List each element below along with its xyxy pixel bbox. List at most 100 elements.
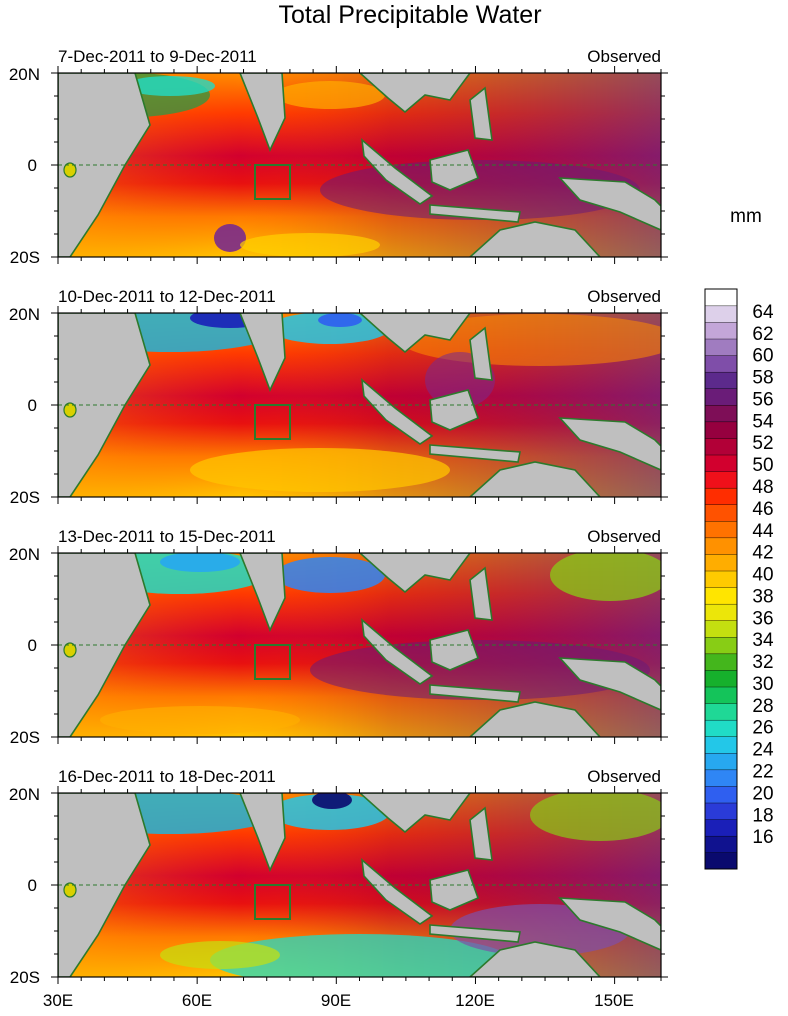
colorbar-segment: [704, 736, 738, 754]
colorbar-frame: [704, 288, 738, 870]
colorbar-segment: [704, 769, 738, 787]
colorbar-segment: [704, 636, 738, 655]
colorbar-segment: [704, 703, 738, 721]
y-tick-label: 20S: [10, 248, 40, 267]
colorbar-segment: [704, 835, 738, 853]
box-region: [254, 404, 291, 440]
colorbar-segment: [704, 653, 738, 671]
colorbar-label: 24: [752, 740, 774, 761]
y-tick-label: 0: [28, 396, 37, 415]
colorbar-label: 34: [752, 630, 774, 651]
x-tick-label: 120E: [455, 991, 495, 1010]
colorbar-label: 16: [752, 827, 773, 848]
colorbar-segment: [704, 504, 738, 522]
box-region: [254, 164, 291, 200]
panel-observed-label: Observed: [587, 767, 661, 786]
colorbar-segment: [704, 338, 738, 356]
colorbar-segment: [704, 305, 738, 323]
y-tick-label: 20N: [9, 305, 40, 324]
colorbar-label: 60: [752, 346, 773, 367]
panel-observed-label: Observed: [587, 527, 661, 546]
panel-date-range: 10-Dec-2011 to 12-Dec-2011: [58, 287, 276, 306]
panel-observed-label: Observed: [587, 47, 661, 66]
colorbar-label: 18: [752, 805, 773, 826]
colorbar-label: 52: [752, 433, 773, 454]
units-label: mm: [730, 206, 762, 227]
colorbar-segment: [704, 371, 738, 389]
colorbar-segment: [704, 852, 738, 870]
x-axis-labels: 30E 60E 90E 120E 150E: [43, 991, 634, 1010]
panel-date-range: 7-Dec-2011 to 9-Dec-2011: [58, 47, 257, 66]
colorbar-label: 22: [752, 762, 773, 783]
tpw-field-map: [58, 313, 661, 497]
y-axis-labels: 20N 0 20S 20N 0 20S 20N 0 20S 20N 0 20S: [9, 65, 40, 987]
tpw-field-map: [58, 553, 661, 737]
axis-ticks: [51, 66, 668, 984]
x-tick-label: 150E: [594, 991, 634, 1010]
y-tick-label: 20S: [10, 968, 40, 987]
x-tick-label: 60E: [182, 991, 212, 1010]
colorbar-segment: [704, 288, 738, 307]
panel-4: 16-Dec-2011 to 18-Dec-2011 Observed: [57, 767, 662, 978]
colorbar-segment: [704, 587, 738, 605]
colorbar-label: 50: [752, 455, 773, 476]
colorbar-label: 62: [752, 324, 773, 345]
colorbar-segment: [704, 404, 738, 423]
colorbar-label: 36: [752, 608, 773, 629]
colorbar-label: 56: [752, 389, 773, 410]
y-tick-label: 20S: [10, 728, 40, 747]
tpw-field-map: [58, 793, 661, 977]
colorbar-segment: [704, 537, 738, 555]
colorbar-label: 30: [752, 674, 773, 695]
colorbar-label: 42: [752, 543, 773, 564]
colorbar-label: 28: [752, 696, 773, 717]
colorbar-label: 48: [752, 477, 773, 498]
colorbar-segment: [704, 669, 738, 688]
colorbar-label: 20: [752, 783, 773, 804]
colorbar-segment: [704, 454, 738, 472]
box-region: [254, 644, 291, 680]
y-tick-label: 0: [28, 156, 37, 175]
panel-date-range: 16-Dec-2011 to 18-Dec-2011: [58, 767, 276, 786]
colorbar-segment: [704, 603, 738, 621]
colorbar-label: 44: [752, 521, 774, 542]
y-tick-label: 20N: [9, 65, 40, 84]
y-tick-label: 20S: [10, 488, 40, 507]
colorbar-segment: [704, 471, 738, 489]
x-tick-label: 90E: [321, 991, 351, 1010]
colorbar-segment: [704, 437, 738, 456]
colorbar-label: 38: [752, 586, 773, 607]
x-tick-label: 30E: [43, 991, 73, 1010]
colorbar-label: 46: [752, 499, 773, 520]
colorbar-label: 54: [752, 411, 774, 432]
colorbar-segment: [704, 487, 738, 505]
y-tick-label: 0: [28, 876, 37, 895]
colorbar-segment: [704, 355, 738, 373]
colorbar-segment: [704, 752, 738, 771]
chart-title: Total Precipitable Water: [278, 1, 541, 29]
colorbar-label: 32: [752, 652, 773, 673]
y-tick-label: 20N: [9, 545, 40, 564]
panel-observed-label: Observed: [587, 287, 661, 306]
colorbar-segment: [704, 553, 738, 572]
colorbar-label: 26: [752, 718, 773, 739]
colorbar-label: 58: [752, 368, 773, 389]
panel-3: 13-Dec-2011 to 15-Dec-2011 Observed: [57, 527, 662, 738]
colorbar-segment: [704, 388, 738, 406]
box-region: [254, 884, 291, 920]
colorbar-labels: 1618202224262830323436384042444648505254…: [752, 302, 774, 848]
colorbar-segment: [704, 785, 738, 804]
y-tick-label: 20N: [9, 785, 40, 804]
colorbar-segment: [704, 620, 738, 638]
colorbar-segment: [704, 421, 738, 439]
colorbar-segment: [704, 802, 738, 820]
panel-2: 10-Dec-2011 to 12-Dec-2011 Observed: [57, 287, 662, 498]
panel-1: 7-Dec-2011 to 9-Dec-2011 Observed: [57, 47, 662, 258]
colorbar-label: 64: [752, 302, 774, 323]
colorbar-label: 40: [752, 565, 773, 586]
colorbar-segment: [704, 686, 738, 704]
colorbar-segment: [704, 719, 738, 737]
colorbar-segment: [704, 321, 738, 340]
colorbar-segment: [704, 819, 738, 837]
